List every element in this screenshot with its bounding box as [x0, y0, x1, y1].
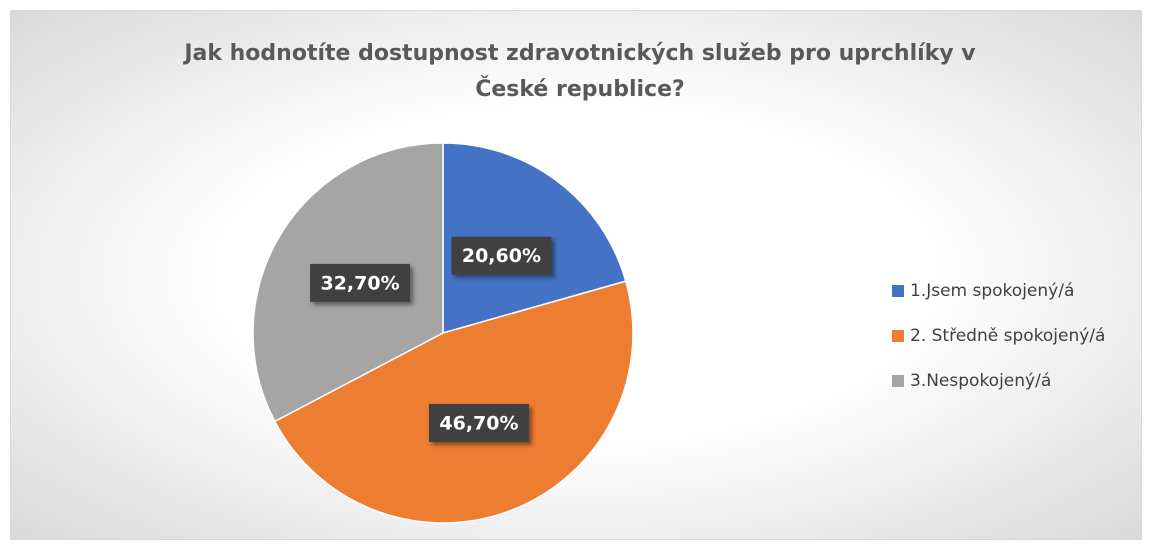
pie-slice [273, 280, 634, 524]
legend-swatch [892, 330, 904, 342]
data-label-box [428, 403, 529, 442]
legend-label: 2. Středně spokojený/á [910, 326, 1105, 346]
legend-swatch [892, 375, 904, 387]
data-label-box [310, 263, 411, 302]
data-label: 32,70% [320, 272, 399, 294]
data-label: 46,70% [439, 412, 518, 434]
legend-label: 3.Nespokojený/á [910, 371, 1051, 391]
legend-swatch [892, 285, 904, 297]
data-label: 20,60% [462, 245, 541, 267]
data-label-box [451, 236, 552, 275]
chart-title: Jak hodnotíte dostupnost zdravotnických … [184, 41, 976, 102]
legend-label: 1.Jsem spokojený/á [910, 281, 1074, 301]
